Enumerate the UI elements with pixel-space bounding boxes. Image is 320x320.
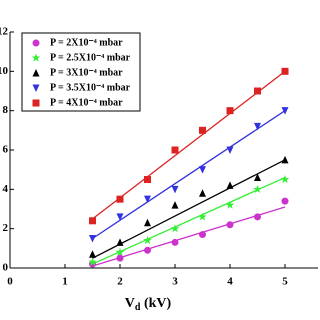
point	[89, 250, 96, 258]
point	[32, 99, 40, 107]
point	[254, 173, 261, 182]
x-axis-label: Vd (kV)	[125, 296, 172, 313]
y-tick-label: 6	[3, 144, 9, 156]
legend-box	[21, 32, 141, 112]
point	[144, 176, 151, 183]
point	[31, 53, 41, 62]
legend-label: P = 4X10⁻⁴ mbar	[50, 97, 123, 108]
legend-label: P = 2X10⁻⁴ mbar	[50, 37, 123, 48]
y-tick-label: 2	[3, 222, 9, 234]
x-tick-label: 3	[172, 276, 178, 288]
fit-line	[92, 159, 286, 259]
x-tick-label: 4	[227, 276, 233, 288]
point	[199, 189, 206, 197]
point	[281, 155, 289, 164]
fit-line	[92, 110, 286, 240]
y-tick-label: 10	[0, 65, 9, 77]
point	[144, 218, 151, 227]
y-tick-label: 4	[3, 183, 9, 195]
point	[225, 200, 235, 209]
point	[115, 247, 125, 256]
point	[281, 197, 289, 205]
point	[226, 221, 234, 229]
x-label-main: V	[125, 296, 135, 311]
x-tick-label: 1	[62, 276, 68, 288]
point	[199, 166, 206, 174]
point	[116, 238, 124, 246]
y-tick-label: 0	[3, 262, 9, 274]
point	[254, 122, 261, 131]
point	[144, 195, 151, 204]
point	[281, 67, 289, 75]
fit-line	[92, 70, 286, 220]
point	[170, 224, 180, 233]
x-tick-label: 2	[117, 276, 123, 288]
point	[116, 195, 124, 203]
x-label-sub: d	[135, 302, 141, 313]
x-label-rest: (kV)	[140, 296, 171, 311]
point	[199, 231, 206, 239]
point	[171, 238, 179, 246]
x-tick-label: 5	[282, 276, 288, 288]
fit-line	[92, 176, 286, 265]
x-tick-label: 0	[7, 276, 13, 288]
point	[253, 184, 262, 193]
point	[199, 126, 206, 134]
point	[116, 254, 124, 262]
point	[32, 84, 40, 92]
point	[198, 212, 207, 221]
y-tick-label: 8	[3, 104, 9, 116]
legend-label: P = 2.5X10⁻⁴ mbar	[50, 52, 131, 63]
point	[281, 107, 289, 115]
point	[32, 69, 40, 77]
point	[171, 146, 179, 154]
point	[89, 235, 96, 243]
point	[116, 213, 124, 221]
point	[89, 217, 96, 225]
point	[226, 146, 234, 154]
point	[254, 87, 261, 95]
legend-label: P = 3X10⁻⁴ mbar	[50, 67, 123, 78]
y-tick-label: 12	[0, 26, 9, 38]
point	[88, 257, 97, 266]
point	[144, 246, 151, 254]
point	[226, 107, 234, 115]
fit-line	[92, 206, 286, 267]
point	[226, 181, 234, 189]
point	[254, 213, 261, 221]
point	[32, 39, 40, 47]
point	[171, 201, 179, 209]
legend-label: P = 3.5X10⁻⁴ mbar	[50, 82, 131, 93]
point	[143, 235, 152, 245]
point	[171, 185, 179, 194]
point	[280, 175, 290, 184]
